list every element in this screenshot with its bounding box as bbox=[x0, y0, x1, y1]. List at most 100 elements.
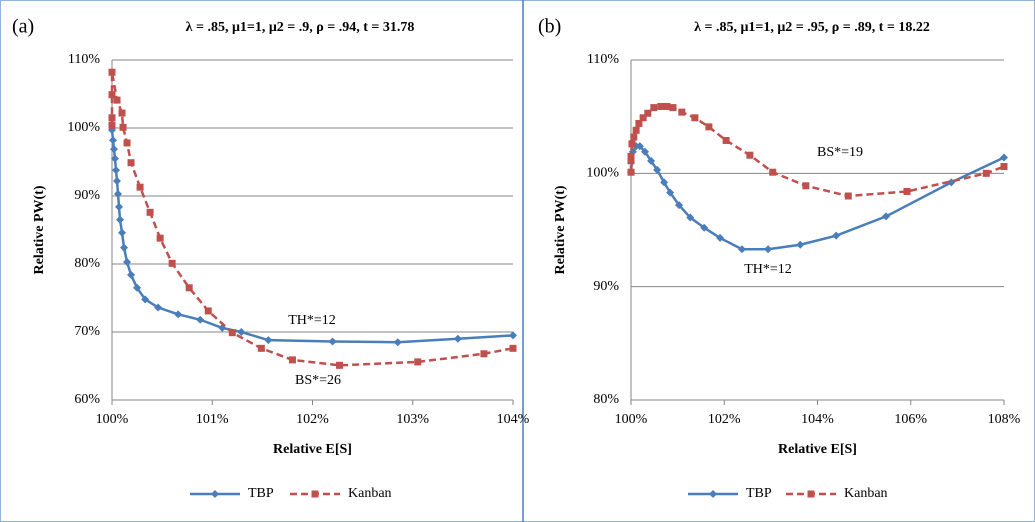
point bbox=[635, 142, 644, 151]
y-tick-label: 70% bbox=[74, 324, 100, 339]
point bbox=[632, 126, 640, 134]
point bbox=[769, 168, 777, 176]
y-axis-label: Relative PW(t) bbox=[32, 185, 47, 274]
x-tick-label: 108% bbox=[988, 412, 1021, 427]
x-tick-label: 102% bbox=[708, 412, 741, 427]
legend-marker bbox=[709, 490, 717, 498]
point bbox=[156, 234, 164, 242]
annotation: TH*=12 bbox=[288, 313, 336, 328]
x-tick-label: 106% bbox=[894, 412, 927, 427]
point bbox=[746, 151, 754, 159]
point bbox=[123, 139, 131, 147]
point bbox=[630, 133, 638, 141]
point bbox=[635, 119, 643, 127]
point bbox=[882, 212, 891, 221]
point bbox=[647, 156, 656, 165]
point bbox=[650, 104, 658, 112]
point bbox=[328, 337, 337, 346]
point bbox=[119, 123, 127, 131]
point bbox=[154, 303, 163, 312]
point bbox=[168, 259, 176, 267]
point bbox=[185, 284, 193, 292]
point bbox=[108, 121, 116, 129]
point bbox=[700, 223, 709, 232]
x-tick-label: 104% bbox=[497, 412, 530, 427]
point bbox=[737, 245, 746, 254]
legend-label: Kanban bbox=[844, 486, 888, 501]
point bbox=[640, 147, 649, 156]
x-tick-label: 101% bbox=[196, 412, 229, 427]
point bbox=[657, 102, 665, 110]
point bbox=[453, 334, 462, 343]
point bbox=[108, 91, 116, 99]
point bbox=[336, 361, 344, 369]
point bbox=[174, 310, 183, 319]
point bbox=[118, 109, 126, 117]
point bbox=[716, 233, 725, 242]
x-tick-label: 104% bbox=[801, 412, 834, 427]
point bbox=[264, 336, 273, 345]
legend-marker bbox=[807, 490, 815, 498]
legend-label: TBP bbox=[746, 486, 772, 501]
y-tick-label: 60% bbox=[74, 392, 100, 407]
point bbox=[675, 201, 684, 210]
y-tick-label: 90% bbox=[593, 279, 619, 294]
annotation: BS*=26 bbox=[295, 373, 341, 388]
point bbox=[108, 68, 116, 76]
point bbox=[118, 228, 127, 237]
legend-marker bbox=[311, 490, 319, 498]
point bbox=[393, 338, 402, 347]
point bbox=[509, 331, 517, 340]
point bbox=[116, 215, 125, 224]
chart-title: λ = .85, μ1=1, μ2 = .9, ρ = .94, t = 31.… bbox=[186, 20, 415, 35]
point bbox=[288, 356, 296, 364]
point bbox=[660, 178, 669, 187]
point bbox=[146, 208, 154, 216]
point bbox=[237, 328, 246, 336]
point bbox=[705, 123, 713, 131]
point bbox=[666, 188, 675, 197]
annotation: BS*=19 bbox=[817, 145, 863, 160]
point bbox=[509, 344, 517, 352]
point bbox=[257, 344, 265, 352]
point bbox=[832, 231, 841, 240]
point bbox=[113, 177, 122, 186]
point bbox=[114, 189, 123, 198]
y-tick-label: 100% bbox=[67, 120, 100, 135]
point bbox=[686, 213, 695, 222]
x-axis-label: Relative E[S] bbox=[273, 442, 352, 457]
point bbox=[108, 126, 116, 135]
x-tick-label: 100% bbox=[96, 412, 129, 427]
legend-marker bbox=[211, 490, 219, 498]
point bbox=[678, 108, 686, 116]
panel-label: (b) bbox=[538, 16, 561, 38]
point bbox=[414, 358, 422, 366]
point bbox=[653, 165, 662, 174]
y-tick-label: 100% bbox=[586, 166, 619, 181]
point bbox=[663, 102, 671, 110]
point bbox=[111, 154, 120, 163]
point bbox=[228, 329, 236, 337]
y-axis-label: Relative PW(t) bbox=[553, 185, 568, 274]
y-tick-label: 80% bbox=[74, 256, 100, 271]
y-tick-label: 80% bbox=[593, 392, 619, 407]
point bbox=[115, 202, 124, 211]
series-line bbox=[110, 72, 514, 367]
point bbox=[1000, 163, 1008, 171]
x-tick-label: 103% bbox=[396, 412, 429, 427]
point bbox=[110, 145, 119, 154]
point bbox=[127, 270, 136, 279]
y-tick-label: 110% bbox=[68, 52, 100, 67]
point bbox=[123, 257, 132, 266]
point bbox=[141, 295, 150, 304]
point bbox=[480, 350, 488, 358]
legend-label: TBP bbox=[248, 486, 274, 501]
point bbox=[802, 182, 810, 190]
point bbox=[627, 157, 635, 165]
panel-label: (a) bbox=[12, 16, 34, 38]
x-tick-label: 100% bbox=[615, 412, 648, 427]
legend-label: Kanban bbox=[348, 486, 392, 501]
point bbox=[903, 187, 911, 195]
